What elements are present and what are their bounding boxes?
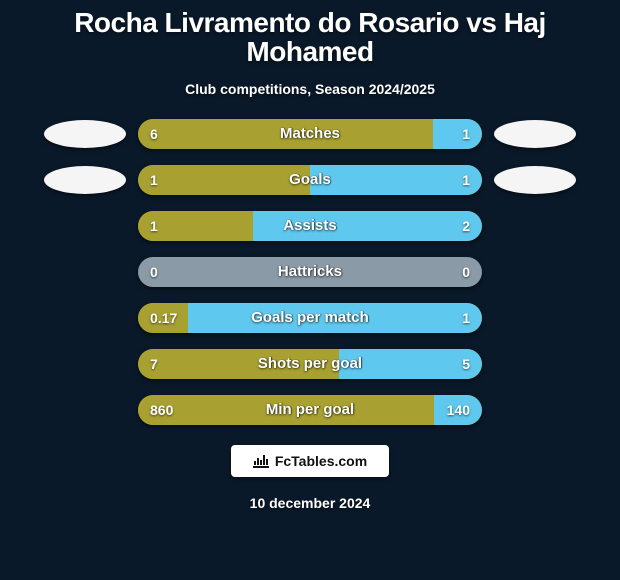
stat-bar: 61Matches: [138, 119, 482, 149]
date-label: 10 december 2024: [250, 495, 371, 511]
stat-row: 61Matches: [0, 119, 620, 149]
stat-label: Goals per match: [138, 303, 482, 333]
stat-bar: 11Goals: [138, 165, 482, 195]
avatar-spacer: [494, 304, 576, 332]
stat-label: Matches: [138, 119, 482, 149]
stat-bar: 12Assists: [138, 211, 482, 241]
avatar-spacer: [44, 396, 126, 424]
stat-bar: 75Shots per goal: [138, 349, 482, 379]
avatar-spacer: [44, 350, 126, 378]
page-title: Rocha Livramento do Rosario vs Haj Moham…: [30, 8, 590, 67]
stat-row: 860140Min per goal: [0, 395, 620, 425]
stat-row: 11Goals: [0, 165, 620, 195]
comparison-chart: 61Matches 11Goals 12Assists 00Hattricks 0.17…: [0, 119, 620, 425]
avatar-spacer: [44, 212, 126, 240]
stat-label: Min per goal: [138, 395, 482, 425]
stat-row: 0.171Goals per match: [0, 303, 620, 333]
stat-bar: 860140Min per goal: [138, 395, 482, 425]
stat-row: 75Shots per goal: [0, 349, 620, 379]
stat-label: Assists: [138, 211, 482, 241]
avatar-spacer: [494, 396, 576, 424]
avatar-spacer: [494, 212, 576, 240]
brand-badge[interactable]: FcTables.com: [231, 445, 389, 477]
avatar-spacer: [44, 258, 126, 286]
stat-label: Shots per goal: [138, 349, 482, 379]
avatar-spacer: [44, 304, 126, 332]
chart-icon: [253, 454, 269, 468]
brand-label: FcTables.com: [275, 453, 367, 469]
player-left-avatar: [44, 120, 126, 148]
player-right-avatar: [494, 120, 576, 148]
player-left-avatar: [44, 166, 126, 194]
avatar-spacer: [494, 350, 576, 378]
stat-label: Hattricks: [138, 257, 482, 287]
stat-row: 00Hattricks: [0, 257, 620, 287]
avatar-spacer: [494, 258, 576, 286]
stat-bar: 00Hattricks: [138, 257, 482, 287]
stat-row: 12Assists: [0, 211, 620, 241]
stat-bar: 0.171Goals per match: [138, 303, 482, 333]
stat-label: Goals: [138, 165, 482, 195]
subtitle: Club competitions, Season 2024/2025: [185, 81, 435, 97]
player-right-avatar: [494, 166, 576, 194]
